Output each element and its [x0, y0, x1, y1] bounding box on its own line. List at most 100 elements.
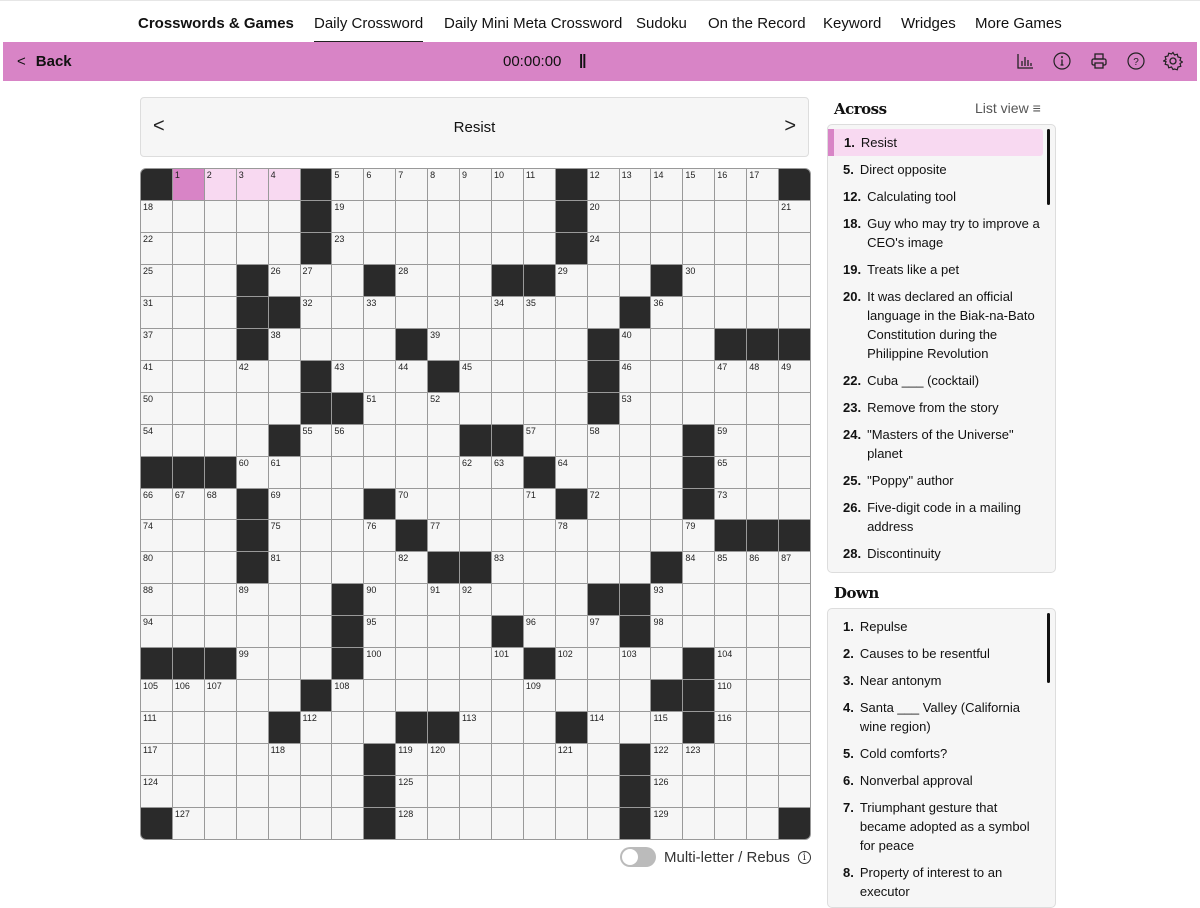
- grid-cell[interactable]: [236, 392, 268, 424]
- grid-cell[interactable]: [491, 744, 523, 776]
- grid-cell[interactable]: [555, 616, 587, 648]
- grid-cell[interactable]: 76: [364, 520, 396, 552]
- grid-cell[interactable]: 41: [141, 360, 172, 392]
- grid-cell[interactable]: 87: [779, 552, 810, 584]
- grid-cell[interactable]: [204, 200, 236, 232]
- grid-cell[interactable]: [715, 776, 747, 808]
- grid-cell[interactable]: [428, 424, 460, 456]
- grid-cell[interactable]: [587, 456, 619, 488]
- grid-cell[interactable]: 84: [683, 552, 715, 584]
- clue-item[interactable]: 20. It was declared an official language …: [828, 283, 1055, 367]
- grid-cell[interactable]: 44: [396, 360, 428, 392]
- grid-cell[interactable]: 71: [523, 488, 555, 520]
- grid-cell[interactable]: 3: [236, 169, 268, 200]
- grid-cell[interactable]: [779, 584, 810, 616]
- grid-cell[interactable]: 17: [747, 169, 779, 200]
- grid-cell[interactable]: [236, 424, 268, 456]
- grid-cell[interactable]: [619, 488, 651, 520]
- grid-cell[interactable]: [396, 584, 428, 616]
- grid-cell[interactable]: [364, 456, 396, 488]
- grid-cell[interactable]: [683, 200, 715, 232]
- grid-cell[interactable]: 95: [364, 616, 396, 648]
- grid-cell[interactable]: [332, 488, 364, 520]
- grid-cell[interactable]: [587, 520, 619, 552]
- grid-cell[interactable]: [779, 392, 810, 424]
- grid-cell[interactable]: 94: [141, 616, 172, 648]
- grid-cell[interactable]: [364, 680, 396, 712]
- grid-cell[interactable]: [747, 680, 779, 712]
- next-clue-button[interactable]: >: [784, 115, 796, 137]
- grid-cell[interactable]: [715, 264, 747, 296]
- grid-cell[interactable]: [715, 808, 747, 839]
- grid-cell[interactable]: [651, 232, 683, 264]
- grid-cell[interactable]: 124: [141, 776, 172, 808]
- grid-cell[interactable]: [587, 648, 619, 680]
- grid-cell[interactable]: [715, 232, 747, 264]
- grid-cell[interactable]: [651, 200, 683, 232]
- grid-cell[interactable]: 67: [172, 488, 204, 520]
- across-clue-list[interactable]: 1. Resist 5. Direct opposite 12. Calculating …: [827, 124, 1056, 573]
- grid-cell[interactable]: [460, 680, 491, 712]
- grid-cell[interactable]: [332, 712, 364, 744]
- grid-cell[interactable]: [779, 616, 810, 648]
- grid-cell[interactable]: 65: [715, 456, 747, 488]
- grid-cell[interactable]: [651, 456, 683, 488]
- grid-cell[interactable]: 107: [204, 680, 236, 712]
- grid-cell[interactable]: [204, 232, 236, 264]
- grid-cell[interactable]: [587, 552, 619, 584]
- grid-cell[interactable]: [619, 520, 651, 552]
- grid-cell[interactable]: [204, 776, 236, 808]
- grid-cell[interactable]: [747, 648, 779, 680]
- grid-cell[interactable]: [747, 392, 779, 424]
- grid-cell[interactable]: [587, 296, 619, 328]
- grid-cell[interactable]: [779, 232, 810, 264]
- grid-cell[interactable]: 113: [460, 712, 491, 744]
- grid-cell[interactable]: [491, 520, 523, 552]
- back-button[interactable]: < Back: [17, 53, 72, 70]
- grid-cell[interactable]: 45: [460, 360, 491, 392]
- clue-item[interactable]: 7. Triumphant gesture that became adopted…: [828, 794, 1055, 859]
- grid-cell[interactable]: 97: [587, 616, 619, 648]
- grid-cell[interactable]: 99: [236, 648, 268, 680]
- grid-cell[interactable]: 20: [587, 200, 619, 232]
- grid-cell[interactable]: 115: [651, 712, 683, 744]
- grid-cell[interactable]: [460, 520, 491, 552]
- grid-cell[interactable]: 128: [396, 808, 428, 839]
- grid-cell[interactable]: 15: [683, 169, 715, 200]
- grid-cell[interactable]: 39: [428, 328, 460, 360]
- grid-cell[interactable]: [523, 360, 555, 392]
- grid-cell[interactable]: 121: [555, 744, 587, 776]
- grid-cell[interactable]: 119: [396, 744, 428, 776]
- clue-item[interactable]: 5. Direct opposite: [828, 156, 1055, 183]
- grid-cell[interactable]: [300, 328, 332, 360]
- grid-cell[interactable]: 88: [141, 584, 172, 616]
- grid-cell[interactable]: [396, 232, 428, 264]
- grid-cell[interactable]: [364, 424, 396, 456]
- clue-item[interactable]: 22. Cuba ___ (cocktail): [828, 367, 1055, 394]
- grid-cell[interactable]: [460, 808, 491, 839]
- grid-cell[interactable]: [428, 488, 460, 520]
- grid-cell[interactable]: [523, 712, 555, 744]
- grid-cell[interactable]: [204, 360, 236, 392]
- grid-cell[interactable]: [396, 296, 428, 328]
- grid-cell[interactable]: 57: [523, 424, 555, 456]
- grid-cell[interactable]: 53: [619, 392, 651, 424]
- grid-cell[interactable]: [491, 392, 523, 424]
- clue-item[interactable]: 25. "Poppy" author: [828, 467, 1055, 494]
- grid-cell[interactable]: [172, 360, 204, 392]
- grid-cell[interactable]: 79: [683, 520, 715, 552]
- nav-more-games[interactable]: More Games: [975, 15, 1062, 32]
- clue-item[interactable]: 26. Five-digit code in a mailing address: [828, 494, 1055, 540]
- grid-cell[interactable]: [172, 616, 204, 648]
- grid-cell[interactable]: [651, 424, 683, 456]
- grid-cell[interactable]: [204, 264, 236, 296]
- grid-cell[interactable]: 49: [779, 360, 810, 392]
- grid-cell[interactable]: [172, 520, 204, 552]
- grid-cell[interactable]: [683, 776, 715, 808]
- grid-cell[interactable]: 47: [715, 360, 747, 392]
- grid-cell[interactable]: [460, 776, 491, 808]
- nav-daily-mini-meta[interactable]: Daily Mini Meta Crossword: [444, 15, 623, 32]
- scrollbar[interactable]: [1047, 129, 1050, 205]
- grid-cell[interactable]: 118: [268, 744, 300, 776]
- clue-item[interactable]: 1. Repulse: [828, 613, 1055, 640]
